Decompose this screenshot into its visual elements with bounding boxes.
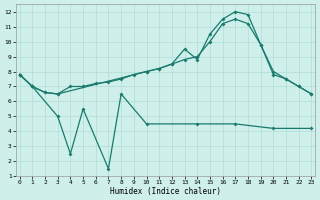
- X-axis label: Humidex (Indice chaleur): Humidex (Indice chaleur): [110, 187, 221, 196]
